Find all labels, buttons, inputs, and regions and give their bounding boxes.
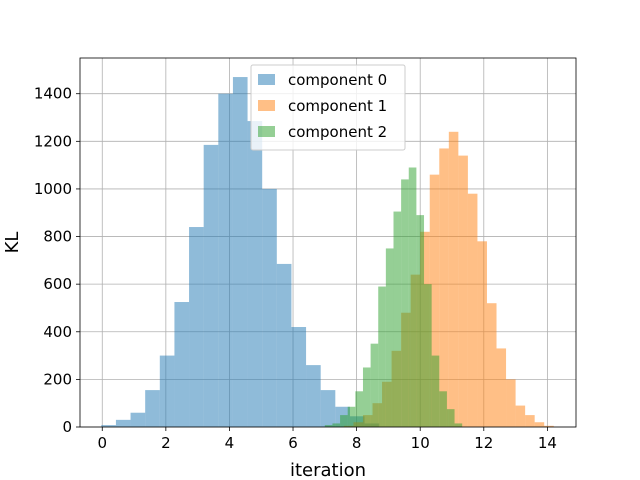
- histogram-bar-component-2: [431, 355, 440, 427]
- histogram-bar-component-0: [262, 188, 277, 427]
- legend: component 0 component 1 component 2: [250, 64, 406, 151]
- histogram-bar-component-0: [218, 93, 233, 427]
- bars-layer: [101, 77, 554, 428]
- histogram-bar-component-1: [458, 155, 468, 427]
- histogram-bar-component-0: [247, 121, 263, 427]
- y-tick-label: 800: [43, 228, 72, 246]
- legend-label-component-1: component 1: [288, 97, 387, 115]
- plot-frame: [79, 57, 577, 428]
- legend-swatch-component-1: [258, 100, 275, 111]
- histogram-bar-component-2: [408, 167, 417, 427]
- histogram-bar-component-1: [506, 379, 516, 427]
- histogram-bar-component-2: [416, 215, 425, 427]
- x-tick-label: 2: [161, 434, 171, 452]
- histogram-bar-component-0: [203, 144, 219, 427]
- histogram-bar-component-2: [332, 423, 341, 427]
- x-tick-label: 4: [225, 434, 235, 452]
- histogram-bar-component-1: [448, 131, 459, 428]
- y-tick-label: 400: [43, 323, 72, 341]
- y-tick-label: 1400: [34, 85, 72, 103]
- legend-label-component-0: component 0: [288, 71, 387, 89]
- histogram-bar-component-2: [446, 409, 455, 427]
- ticks-layer: 0 2 4 6 8 10 12 14 0 200 400 600 800 1000 1200 1400: [34, 85, 557, 452]
- histogram-bar-component-0: [101, 425, 116, 427]
- histogram-bar-component-1: [496, 348, 507, 427]
- histogram-bar-component-0: [232, 77, 248, 427]
- x-tick-label: 12: [474, 434, 493, 452]
- x-tick-label: 6: [288, 434, 298, 452]
- histogram-bar-component-1: [477, 241, 487, 427]
- histogram-bar-component-0: [159, 355, 175, 427]
- legend-box: [250, 64, 406, 151]
- x-tick-label: 8: [352, 434, 362, 452]
- histogram-bar-component-2: [324, 425, 333, 427]
- histogram-bar-component-0: [115, 419, 131, 427]
- x-tick-label: 10: [411, 434, 430, 452]
- histogram-bar-component-0: [145, 390, 160, 427]
- histogram-bar-component-2: [454, 423, 463, 427]
- histogram-bar-component-2: [424, 284, 432, 427]
- histogram-bar-component-1: [439, 148, 449, 427]
- x-tick-label: 14: [538, 434, 557, 452]
- legend-label-component-2: component 2: [288, 123, 387, 141]
- histogram-bar-component-1: [534, 422, 545, 427]
- histogram-bar-component-0: [130, 412, 146, 427]
- x-axis-title: iteration: [290, 460, 366, 480]
- histogram-bar-component-2: [439, 391, 447, 427]
- y-tick-label: 1200: [34, 132, 72, 150]
- histogram-bar-component-2: [385, 248, 394, 427]
- y-tick-label: 1000: [34, 180, 72, 198]
- histogram-bar-component-0: [174, 302, 190, 427]
- y-axis-title: KL: [2, 232, 23, 254]
- histogram-bar-component-2: [355, 391, 363, 427]
- histogram-bar-component-1: [515, 405, 526, 427]
- histogram-bar-component-0: [306, 365, 321, 427]
- histogram-bar-component-2: [347, 406, 356, 427]
- histogram-bar-component-1: [525, 415, 535, 427]
- histogram-bar-component-1: [467, 193, 478, 427]
- x-tick-label: 0: [97, 434, 107, 452]
- histogram-bar-component-2: [370, 343, 379, 427]
- y-tick-label: 0: [62, 418, 72, 436]
- histogram-bar-component-0: [291, 327, 307, 427]
- histogram-bar-component-1: [486, 303, 497, 427]
- histogram-bar-component-0: [189, 227, 204, 427]
- histogram-bar-component-2: [401, 179, 409, 427]
- histogram-bar-component-2: [340, 415, 348, 427]
- legend-swatch-component-2: [258, 126, 275, 137]
- histogram-bar-component-0: [276, 263, 292, 427]
- legend-swatch-component-0: [258, 74, 275, 85]
- histogram-bar-component-2: [393, 211, 402, 427]
- histogram-bar-component-2: [378, 286, 386, 427]
- y-tick-label: 600: [43, 275, 72, 293]
- histogram-bar-component-0: [320, 390, 336, 427]
- y-tick-label: 200: [43, 370, 72, 388]
- histogram-bar-component-2: [362, 367, 371, 427]
- histogram-bar-component-1: [544, 425, 554, 427]
- histogram-bar-component-1: [429, 174, 440, 427]
